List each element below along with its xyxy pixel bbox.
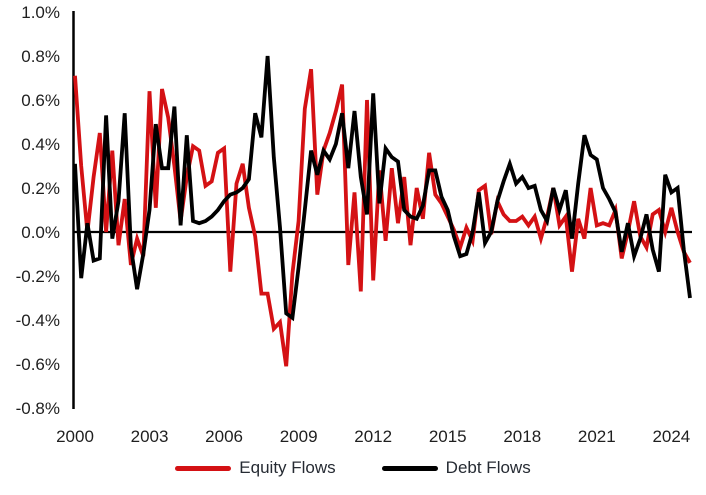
legend-label-equity-flows: Equity Flows [239, 458, 336, 477]
y-axis-tick-label: 0.2% [21, 179, 60, 198]
x-axis-tick-label: 2009 [280, 427, 318, 446]
x-axis-tick-label: 2006 [205, 427, 243, 446]
equity-flows-line [73, 68, 692, 367]
x-axis-tick-label: 2012 [354, 427, 392, 446]
x-axis-tick-label: 2015 [429, 427, 467, 446]
y-axis-tick-label: 0.4% [21, 135, 60, 154]
chart-legend: Equity Flows Debt Flows [0, 458, 706, 478]
legend-item-debt-flows: Debt Flows [381, 458, 531, 478]
x-axis-tick-label: 2021 [578, 427, 616, 446]
y-axis-tick-label: -0.8% [16, 399, 60, 418]
legend-item-equity-flows: Equity Flows [175, 458, 336, 478]
y-axis-tick-label: 0.8% [21, 47, 60, 66]
y-axis-tick-label: -0.6% [16, 355, 60, 374]
x-axis-tick-label: 2024 [652, 427, 690, 446]
debt-line-swatch-icon [381, 465, 438, 471]
y-axis-tick-label: 0.6% [21, 91, 60, 110]
legend-label-debt-flows: Debt Flows [445, 458, 531, 477]
x-axis-tick-label: 2000 [56, 427, 94, 446]
x-axis-tick-label: 2018 [503, 427, 541, 446]
y-axis-tick-label: 0.0% [21, 223, 60, 242]
equity-line-swatch-icon [175, 465, 232, 471]
y-axis-tick-label: 1.0% [21, 3, 60, 22]
x-axis-tick-label: 2003 [131, 427, 169, 446]
y-axis-tick-label: -0.4% [16, 311, 60, 330]
debt-flows-line [73, 55, 692, 322]
y-axis-tick-label: -0.2% [16, 267, 60, 286]
